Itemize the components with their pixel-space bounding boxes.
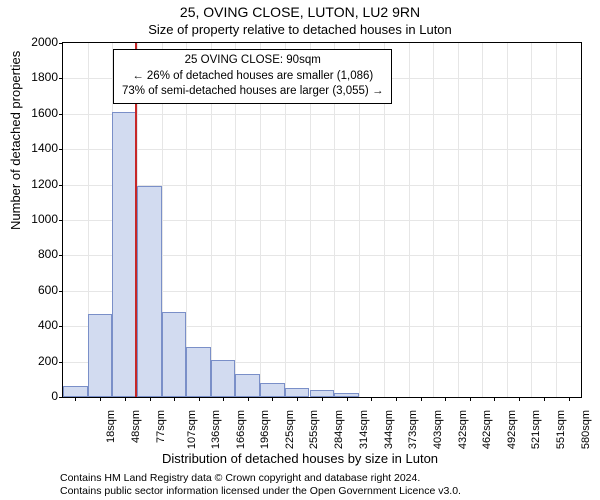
xtick-label: 580sqm xyxy=(580,410,592,449)
xtick-mark xyxy=(421,397,422,401)
xtick-mark xyxy=(223,397,224,401)
xtick-label: 284sqm xyxy=(333,410,345,449)
ytick-mark xyxy=(59,220,63,221)
xtick-label: 255sqm xyxy=(309,410,321,449)
xtick-label: 48sqm xyxy=(130,410,142,443)
xtick-mark xyxy=(494,397,495,401)
xtick-label: 18sqm xyxy=(106,410,118,443)
xtick-mark xyxy=(347,397,348,401)
histogram-bar xyxy=(137,186,162,397)
xtick-label: 521sqm xyxy=(531,410,543,449)
xtick-label: 432sqm xyxy=(457,410,469,449)
attribution-line2: Contains public sector information licen… xyxy=(60,485,461,498)
ytick-label: 600 xyxy=(18,283,58,297)
xtick-mark xyxy=(125,397,126,401)
annotation-line: 25 OVING CLOSE: 90sqm xyxy=(122,53,383,69)
xtick-mark xyxy=(396,397,397,401)
histogram-bar xyxy=(235,374,260,397)
xtick-mark xyxy=(248,397,249,401)
histogram-bar xyxy=(112,112,137,397)
gridline-h xyxy=(63,149,581,150)
ytick-mark xyxy=(59,78,63,79)
xtick-label: 107sqm xyxy=(186,410,198,449)
annotation-box: 25 OVING CLOSE: 90sqm← 26% of detached h… xyxy=(113,49,392,104)
xtick-label: 551sqm xyxy=(555,410,567,449)
histogram-bar xyxy=(260,383,284,397)
xtick-mark xyxy=(272,397,273,401)
histogram-bar xyxy=(285,388,310,397)
xtick-mark xyxy=(445,397,446,401)
ytick-label: 1400 xyxy=(18,141,58,155)
xtick-mark xyxy=(544,397,545,401)
xtick-label: 492sqm xyxy=(506,410,518,449)
ytick-label: 200 xyxy=(18,354,58,368)
xtick-mark xyxy=(174,397,175,401)
xtick-label: 225sqm xyxy=(284,410,296,449)
xtick-label: 344sqm xyxy=(383,410,395,449)
gridline-h xyxy=(63,114,581,115)
xtick-mark xyxy=(322,397,323,401)
ytick-mark xyxy=(59,291,63,292)
chart-subtitle: Size of property relative to detached ho… xyxy=(0,22,600,37)
xtick-mark xyxy=(470,397,471,401)
gridline-v xyxy=(458,43,459,397)
xtick-label: 403sqm xyxy=(432,410,444,449)
ytick-mark xyxy=(59,326,63,327)
histogram-bar xyxy=(310,390,335,397)
ytick-mark xyxy=(59,43,63,44)
attribution-text: Contains HM Land Registry data © Crown c… xyxy=(60,472,461,498)
xtick-label: 196sqm xyxy=(259,410,271,449)
x-axis-label: Distribution of detached houses by size … xyxy=(0,451,600,466)
xtick-label: 136sqm xyxy=(210,410,222,449)
xtick-label: 77sqm xyxy=(155,410,167,443)
ytick-label: 800 xyxy=(18,247,58,261)
gridline-v xyxy=(507,43,508,397)
ytick-label: 1000 xyxy=(18,212,58,226)
histogram-bar xyxy=(63,386,88,397)
histogram-bar xyxy=(186,347,211,397)
xtick-mark xyxy=(519,397,520,401)
chart-title: 25, OVING CLOSE, LUTON, LU2 9RN xyxy=(0,4,600,20)
property-size-histogram: 25, OVING CLOSE, LUTON, LU2 9RN Size of … xyxy=(0,0,600,500)
ytick-mark xyxy=(59,362,63,363)
xtick-label: 166sqm xyxy=(235,410,247,449)
attribution-line1: Contains HM Land Registry data © Crown c… xyxy=(60,472,461,485)
gridline-v xyxy=(531,43,532,397)
ytick-label: 400 xyxy=(18,318,58,332)
gridline-v xyxy=(482,43,483,397)
xtick-mark xyxy=(371,397,372,401)
histogram-bar xyxy=(88,314,112,397)
annotation-line: ← 26% of detached houses are smaller (1,… xyxy=(122,69,383,85)
histogram-bar xyxy=(162,312,186,397)
annotation-line: 73% of semi-detached houses are larger (… xyxy=(122,84,383,100)
ytick-label: 0 xyxy=(18,389,58,403)
ytick-mark xyxy=(59,255,63,256)
xtick-mark xyxy=(569,397,570,401)
histogram-bar xyxy=(211,360,235,397)
gridline-v xyxy=(556,43,557,397)
ytick-mark xyxy=(59,185,63,186)
gridline-v xyxy=(433,43,434,397)
ytick-mark xyxy=(59,149,63,150)
xtick-label: 373sqm xyxy=(407,410,419,449)
xtick-mark xyxy=(150,397,151,401)
xtick-mark xyxy=(100,397,101,401)
ytick-mark xyxy=(59,114,63,115)
xtick-mark xyxy=(199,397,200,401)
xtick-mark xyxy=(75,397,76,401)
ytick-label: 1200 xyxy=(18,177,58,191)
ytick-label: 2000 xyxy=(18,35,58,49)
ytick-mark xyxy=(59,397,63,398)
gridline-v xyxy=(409,43,410,397)
ytick-label: 1800 xyxy=(18,70,58,84)
ytick-label: 1600 xyxy=(18,106,58,120)
xtick-label: 462sqm xyxy=(481,410,493,449)
xtick-mark xyxy=(297,397,298,401)
plot-area: 25 OVING CLOSE: 90sqm← 26% of detached h… xyxy=(62,42,582,398)
xtick-label: 314sqm xyxy=(358,410,370,449)
